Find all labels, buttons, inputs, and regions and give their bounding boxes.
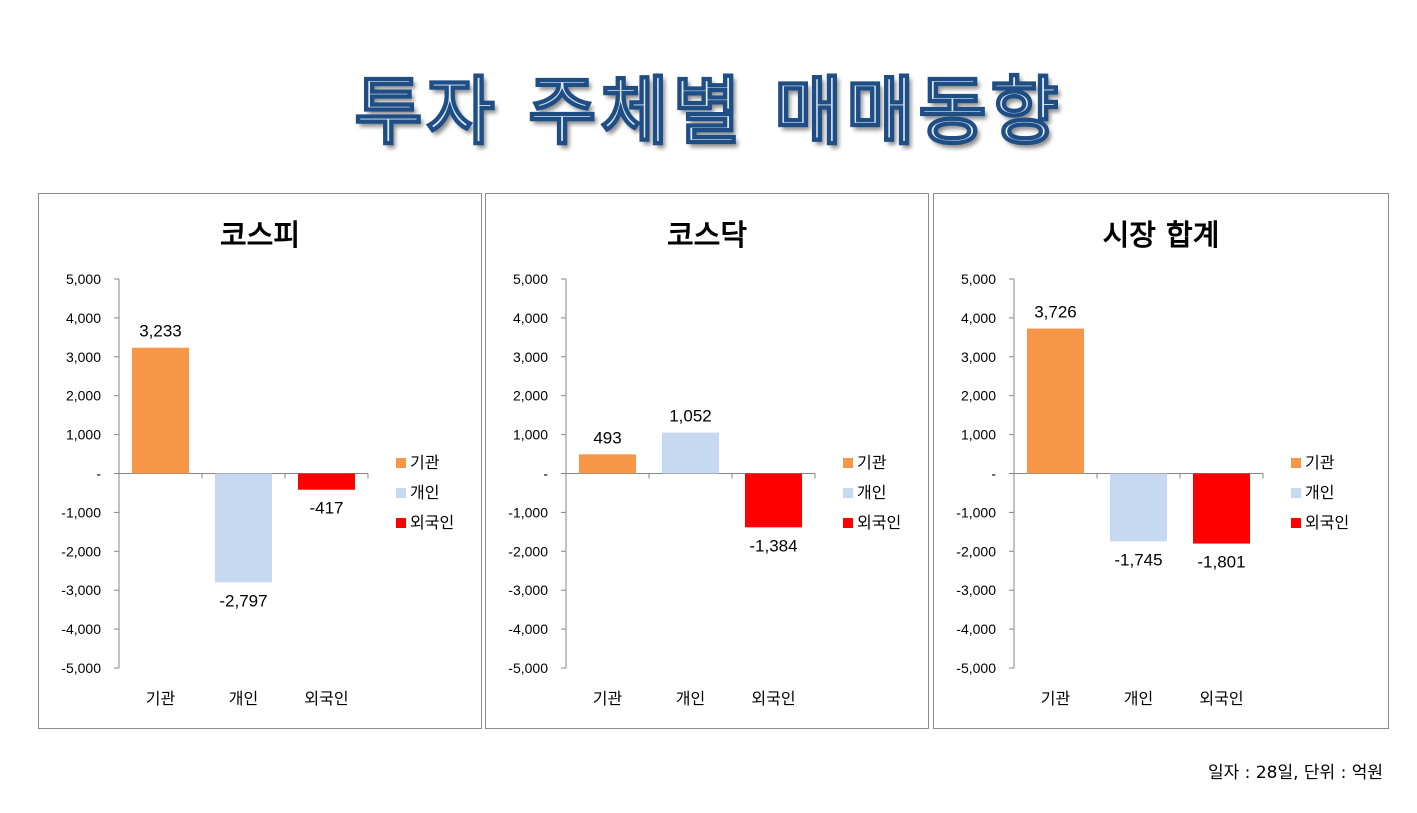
category-label: 외국인	[1199, 690, 1243, 708]
y-tick-label: -5,000	[956, 660, 996, 676]
data-label: 1,052	[669, 407, 712, 426]
category-label: 기관	[593, 690, 623, 708]
legend-label: 기관	[857, 454, 887, 472]
y-tick-label: 3,000	[961, 349, 996, 365]
page-title: 투자 주체별 매매동향	[353, 68, 1063, 156]
legend-label: 외국인	[410, 514, 454, 532]
y-tick-label: 1,000	[513, 427, 548, 443]
y-tick-label: -1,000	[61, 504, 101, 520]
data-label: -2,797	[219, 591, 267, 610]
legend-swatch	[396, 518, 406, 528]
y-tick-label: -	[543, 466, 548, 482]
bar-2	[1110, 473, 1167, 542]
y-tick-label: -2,000	[956, 543, 996, 559]
legend-swatch	[843, 458, 853, 468]
bar-2	[662, 432, 719, 474]
legend-label: 기관	[410, 454, 440, 472]
kosdaq-chart: 5,000 4,000 3,000 2,000 1,000 - -1,000 -2,000 -3…	[508, 271, 901, 708]
footnote: 일자 : 28일, 단위 : 억원	[1208, 763, 1383, 783]
data-label: 3,726	[1034, 303, 1077, 322]
bar-3	[1193, 473, 1250, 544]
bar-3	[298, 473, 355, 490]
y-tick-label: 4,000	[513, 310, 548, 326]
y-tick-label: 4,000	[66, 310, 101, 326]
kosdaq-chart-panel: 코스닥 5,000 4,000 3,000 2,000 1,000 - -1,000 -2,0…	[485, 193, 929, 729]
legend-swatch	[396, 488, 406, 498]
y-tick-label: 2,000	[66, 388, 101, 404]
legend-swatch	[1291, 488, 1301, 498]
legend-swatch	[1291, 458, 1301, 468]
category-label: 기관	[1041, 690, 1071, 708]
category-label: 개인	[676, 690, 705, 708]
category-label: 기관	[146, 690, 176, 708]
legend-label: 기관	[1305, 454, 1335, 472]
category-label: 외국인	[304, 690, 348, 708]
y-tick-label: 2,000	[961, 388, 996, 404]
category-label: 개인	[1124, 690, 1153, 708]
y-tick-label: -4,000	[61, 621, 101, 637]
bar-1	[1027, 328, 1084, 474]
data-label: 3,233	[139, 322, 182, 341]
kospi-chart: 5,000 4,000 3,000 2,000 1,000 - -1,000 -2,000 -3…	[61, 271, 454, 708]
category-label: 외국인	[751, 690, 795, 708]
y-tick-label: -	[991, 466, 996, 482]
market-total-chart-title: 시장 합계	[1102, 218, 1220, 252]
legend-label: 개인	[410, 484, 439, 502]
data-label: -1,384	[749, 536, 797, 555]
y-tick-label: -5,000	[61, 660, 101, 676]
y-tick-label: 4,000	[961, 310, 996, 326]
y-tick-label: -1,000	[956, 504, 996, 520]
y-tick-label: 3,000	[513, 349, 548, 365]
data-label: 493	[593, 428, 621, 447]
y-tick-label: -	[96, 466, 101, 482]
bar-1	[132, 347, 189, 474]
kospi-chart-title: 코스피	[219, 218, 301, 252]
y-tick-label: 2,000	[513, 388, 548, 404]
data-label: -1,745	[1114, 550, 1162, 569]
y-tick-label: -2,000	[508, 543, 548, 559]
y-tick-label: 5,000	[961, 271, 996, 287]
legend-swatch	[843, 518, 853, 528]
y-tick-label: -4,000	[508, 621, 548, 637]
y-tick-label: 5,000	[66, 271, 101, 287]
y-tick-label: 3,000	[66, 349, 101, 365]
legend-label: 외국인	[1305, 514, 1349, 532]
bar-1	[579, 454, 636, 474]
data-label: -1,801	[1197, 553, 1245, 572]
y-tick-label: -2,000	[61, 543, 101, 559]
y-tick-label: -5,000	[508, 660, 548, 676]
legend-label: 개인	[1305, 484, 1334, 502]
kospi-chart-panel: 코스피 5,000 4,000 3,000 2,000 1,000 - -1,000 -2,0…	[38, 193, 482, 729]
market-total-chart: 5,000 4,000 3,000 2,000 1,000 - -1,000 -2,000 -3…	[956, 271, 1349, 708]
y-tick-label: 5,000	[513, 271, 548, 287]
legend-swatch	[1291, 518, 1301, 528]
y-tick-label: -4,000	[956, 621, 996, 637]
y-tick-label: -3,000	[61, 582, 101, 598]
category-label: 개인	[229, 690, 258, 708]
market-total-chart-panel: 시장 합계 5,000 4,000 3,000 2,000 1,000 - -1,000 -2…	[933, 193, 1389, 729]
legend-swatch	[843, 488, 853, 498]
legend-swatch	[396, 458, 406, 468]
kosdaq-chart-title: 코스닥	[666, 218, 748, 252]
y-tick-label: 1,000	[961, 427, 996, 443]
legend-label: 개인	[857, 484, 886, 502]
legend-label: 외국인	[857, 514, 901, 532]
y-tick-label: -1,000	[508, 504, 548, 520]
y-tick-label: -3,000	[956, 582, 996, 598]
data-label: -417	[309, 499, 343, 518]
y-tick-label: 1,000	[66, 427, 101, 443]
y-tick-label: -3,000	[508, 582, 548, 598]
bar-2	[215, 473, 272, 583]
bar-3	[745, 473, 802, 528]
